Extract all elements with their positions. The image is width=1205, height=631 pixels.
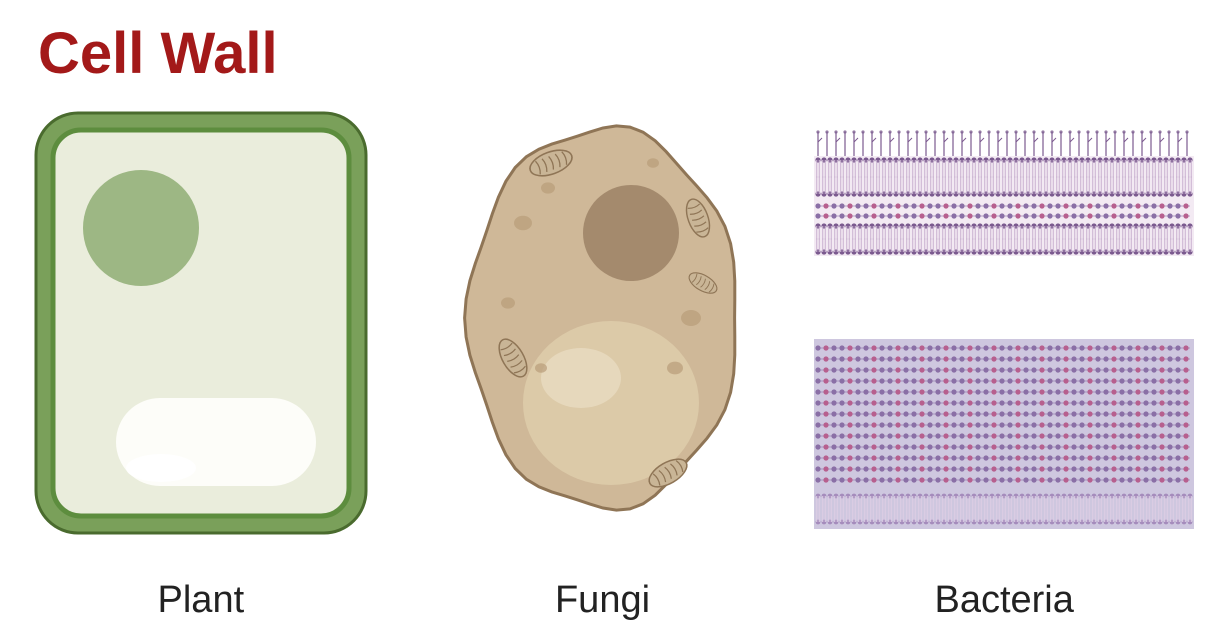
fungi-label: Fungi (402, 579, 804, 622)
bacteria-gram-negative-diagram (809, 124, 1199, 274)
bacteria-gram-positive-diagram (809, 334, 1199, 534)
panels-row: Plant Fungi Bacteria (0, 100, 1205, 630)
bacteria-panel: Bacteria (803, 100, 1205, 630)
page-title: Cell Wall (38, 20, 278, 87)
fungi-panel: Fungi (402, 100, 804, 630)
plant-panel: Plant (0, 100, 402, 630)
plant-label: Plant (0, 579, 402, 622)
plant-cell-diagram (31, 108, 371, 538)
bacteria-label: Bacteria (803, 579, 1205, 622)
fungi-cell-diagram (453, 108, 753, 538)
